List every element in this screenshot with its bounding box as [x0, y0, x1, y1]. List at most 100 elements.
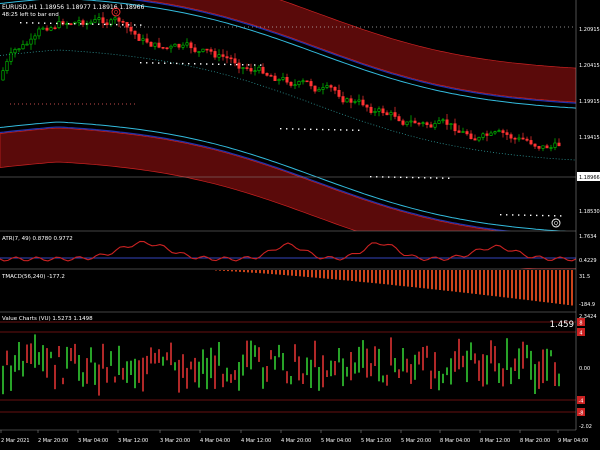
candle-body — [261, 66, 265, 74]
candle-body — [217, 54, 221, 58]
time-label: 5 Mar 12:00 — [361, 438, 391, 444]
candle-body — [513, 137, 517, 140]
candle-body — [93, 19, 97, 23]
candle-body — [305, 80, 309, 83]
chart-title: EURUSD,H1 1.18956 1.18977 1.18916 1.1896… — [2, 4, 144, 11]
candle-body — [485, 133, 489, 136]
signal-dot — [242, 64, 244, 66]
price-label-4: 1.19415 — [579, 135, 600, 141]
candle-body — [549, 147, 553, 149]
candle-body — [273, 75, 277, 81]
signal-dot — [230, 63, 232, 66]
bottom-marker-icon — [551, 218, 561, 228]
candle-body — [365, 104, 369, 108]
candle-body — [133, 30, 137, 35]
candle-body — [353, 101, 357, 103]
signal-dot — [110, 23, 112, 26]
signal-dot — [328, 128, 330, 131]
candle-body — [165, 47, 169, 50]
signal-dot — [122, 24, 124, 26]
top-marker-label: Q — [114, 10, 118, 16]
signal-dot — [236, 63, 238, 66]
candle-body — [333, 87, 337, 91]
candle-body — [357, 99, 361, 102]
signal-dot — [506, 214, 508, 216]
candle-body — [9, 52, 13, 62]
candle-body — [69, 23, 73, 26]
atr-pane[interactable]: ATR(7, 49) 0.8780 0.9772 — [0, 230, 577, 268]
signal-dot — [382, 176, 384, 178]
candle-body — [201, 48, 205, 52]
signal-dot — [104, 23, 106, 26]
upper-navy-line — [130, 0, 577, 104]
candle-body — [541, 145, 545, 149]
time-label: 8 Mar 04:00 — [440, 438, 470, 444]
candle-body — [269, 75, 273, 77]
signal-dot — [128, 24, 130, 26]
middle-dotted-line — [0, 49, 577, 161]
candle-body — [181, 44, 185, 48]
signal-dot — [140, 24, 142, 26]
tmacd-histogram — [215, 270, 573, 306]
candle-body — [97, 17, 101, 20]
candle-body — [505, 132, 509, 135]
candle-body — [421, 122, 425, 124]
candle-body — [293, 84, 297, 86]
candle-body — [465, 131, 469, 135]
candle-body — [449, 123, 453, 125]
price-scale[interactable]: 1.20915 1.20415 1.19915 1.19415 1.18966 … — [575, 0, 600, 430]
vc-marker-8 — [577, 318, 585, 326]
vc-marker-4-label: 4 — [579, 331, 582, 337]
signal-dot — [436, 177, 438, 179]
signal-dot — [512, 214, 514, 216]
vc-marker-8-label: 8 — [579, 321, 582, 327]
candle-body — [405, 121, 409, 125]
signal-dot — [200, 63, 202, 65]
signal-dot — [542, 214, 544, 217]
signal-dot — [400, 176, 402, 178]
signal-dot — [188, 62, 190, 65]
candle-body — [313, 85, 317, 92]
candle-body — [309, 81, 313, 87]
candle-body — [253, 70, 257, 72]
candle-body — [553, 142, 557, 148]
time-label: 8 Mar 20:00 — [520, 438, 550, 444]
atr-line — [0, 240, 577, 262]
signal-dot — [212, 63, 214, 65]
candle-body — [469, 133, 473, 139]
candle-body — [557, 142, 561, 147]
candle-body — [285, 77, 289, 83]
candle-body — [409, 120, 413, 123]
signal-dot — [340, 129, 342, 131]
candle-body — [321, 87, 325, 90]
signal-dot — [310, 128, 312, 130]
signal-dot — [224, 63, 226, 66]
signal-dot — [424, 177, 426, 179]
candle-body — [177, 43, 181, 48]
candle-body — [373, 111, 377, 113]
signal-dot — [152, 62, 154, 64]
time-label: 9 Mar 04:00 — [558, 438, 588, 444]
signal-dot — [26, 22, 28, 24]
time-label: 2 Mar 20:00 — [38, 438, 68, 444]
candle-body — [53, 27, 57, 30]
tmacd-level-bottom: -184.9 — [579, 302, 595, 308]
tmacd-pane[interactable]: TMACD(56,240) -177.2 — [0, 268, 576, 311]
value-charts-pane[interactable]: Value Charts (VU) 1.5273 1.1498 1.459 — [0, 311, 576, 430]
time-label: 4 Mar 12:00 — [241, 438, 271, 444]
time-label: 3 Mar 04:00 — [78, 438, 108, 444]
candle-body — [193, 47, 197, 52]
signal-dot — [388, 176, 390, 178]
vc-marker-minus4 — [577, 396, 585, 404]
candle-body — [117, 17, 121, 22]
candle-body — [89, 21, 93, 24]
candle-body — [429, 124, 433, 128]
candle-body — [369, 106, 373, 113]
candle-body — [161, 46, 165, 49]
candle-body — [81, 20, 85, 25]
signal-dot — [304, 128, 306, 130]
candle-body — [301, 80, 305, 83]
signal-dot — [370, 176, 372, 178]
candle-body — [157, 42, 161, 48]
